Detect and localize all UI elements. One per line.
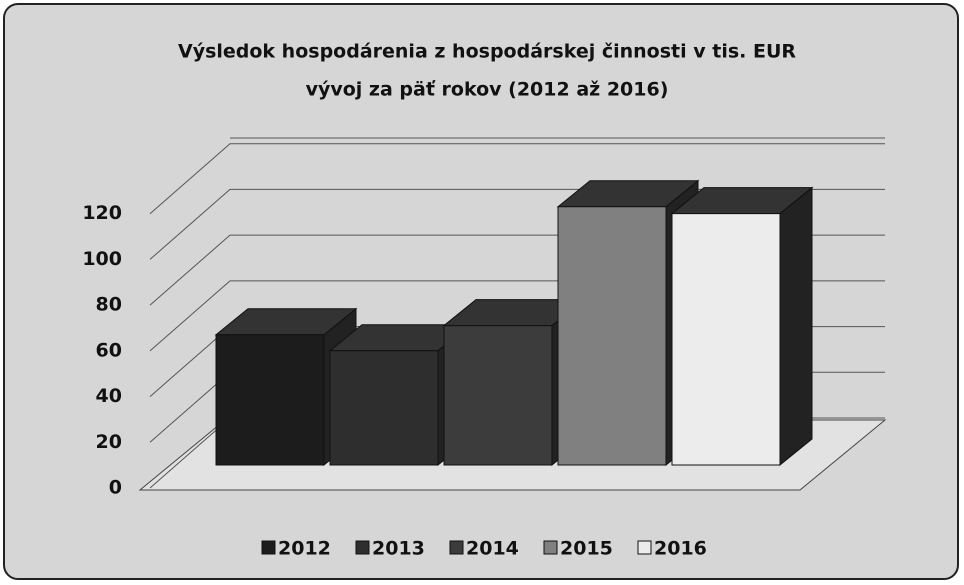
bar-face xyxy=(329,350,439,466)
grid-line xyxy=(149,143,885,215)
legend-label: 2014 xyxy=(466,538,519,560)
legend-label: 2012 xyxy=(278,538,331,560)
legend-swatch xyxy=(543,540,558,555)
bar-face xyxy=(779,186,813,467)
legend-swatch xyxy=(261,540,276,555)
y-tick-label: 100 xyxy=(82,248,122,270)
legend-swatch xyxy=(449,540,464,555)
y-tick-label: 20 xyxy=(96,431,122,453)
y-tick-label: 120 xyxy=(82,202,122,224)
bar xyxy=(670,186,814,467)
chart-title: Výsledok hospodárenia z hospodárskej čin… xyxy=(178,41,796,63)
legend-swatch xyxy=(637,540,652,555)
legend-label: 2013 xyxy=(372,538,425,560)
chart-subtitle: vývoj za päť rokov (2012 až 2016) xyxy=(306,79,669,101)
y-tick-label: 80 xyxy=(96,294,122,316)
legend-swatch xyxy=(355,540,370,555)
bar-face xyxy=(671,213,781,466)
bar-face xyxy=(215,334,325,466)
legend-label: 2016 xyxy=(654,538,707,560)
y-tick-label: 40 xyxy=(96,385,122,407)
y-tick-label: 60 xyxy=(96,339,122,361)
bar-face xyxy=(557,206,667,466)
legend-label: 2015 xyxy=(560,538,613,560)
y-tick-label: 0 xyxy=(109,477,122,499)
bar-face xyxy=(443,325,553,466)
